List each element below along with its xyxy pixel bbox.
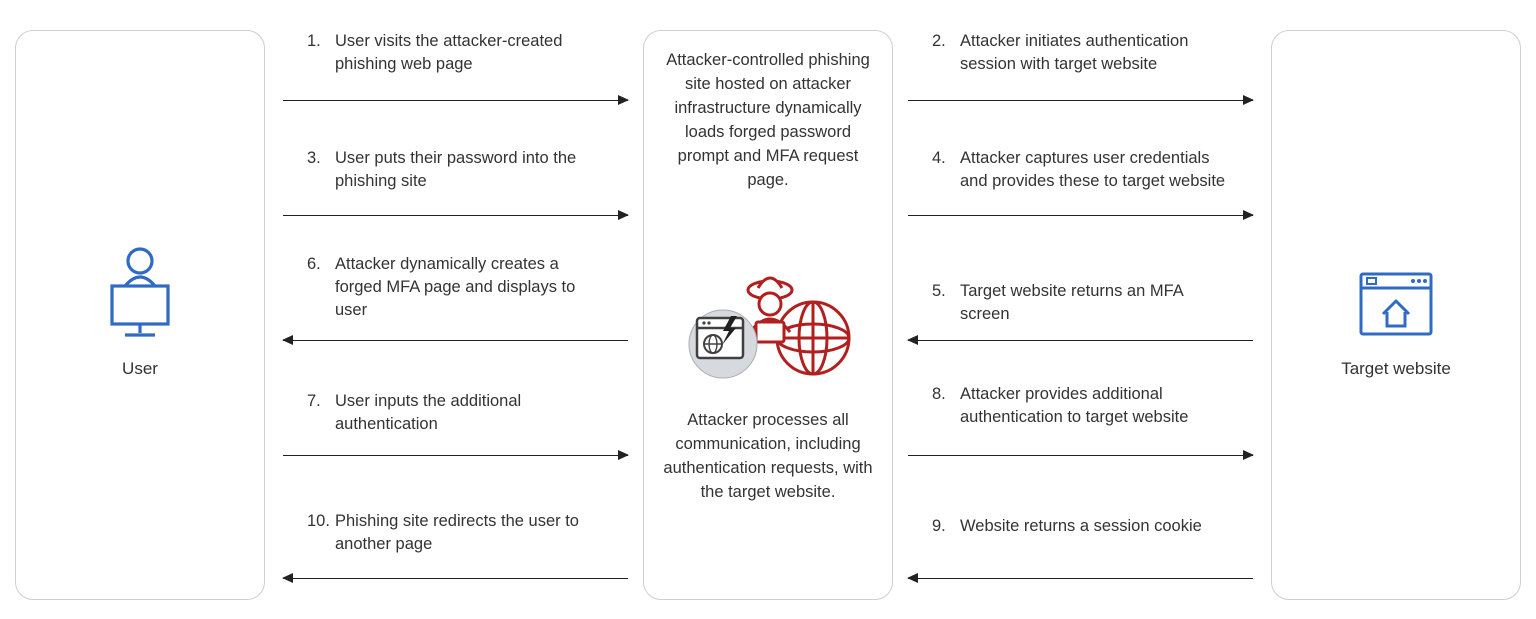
left-step-6: 6.Attacker dynamically creates a forged … <box>307 253 605 322</box>
step-text: User puts their password into the phishi… <box>335 147 595 193</box>
step-text: Website returns a session cookie <box>960 515 1210 538</box>
left-arrow-10 <box>283 578 628 579</box>
target-label: Target website <box>1272 359 1520 379</box>
step-number: 3. <box>307 147 335 170</box>
left-arrow-7 <box>283 455 628 456</box>
right-step-5: 5.Target website returns an MFA screen <box>932 280 1210 326</box>
target-panel: Target website <box>1271 30 1521 600</box>
target-icon <box>1272 266 1520 351</box>
user-panel: User <box>15 30 265 600</box>
step-text: Attacker provides additional authenticat… <box>960 383 1220 429</box>
step-text: Target website returns an MFA screen <box>960 280 1210 326</box>
step-number: 8. <box>932 383 960 406</box>
step-number: 7. <box>307 390 335 413</box>
right-step-4: 4.Attacker captures user credentials and… <box>932 147 1230 193</box>
step-number: 5. <box>932 280 960 303</box>
left-step-3: 3.User puts their password into the phis… <box>307 147 595 193</box>
left-arrow-3 <box>283 215 628 216</box>
right-arrow-8 <box>908 455 1253 456</box>
step-text: User inputs the additional authenticatio… <box>335 390 585 436</box>
center-bottom-text: Attacker processes all communication, in… <box>644 409 892 505</box>
left-step-7: 7.User inputs the additional authenticat… <box>307 390 585 436</box>
right-step-8: 8.Attacker provides additional authentic… <box>932 383 1220 429</box>
left-arrow-1 <box>283 100 628 101</box>
left-arrow-6 <box>283 340 628 341</box>
right-step-2: 2.Attacker initiates authentication sess… <box>932 30 1220 76</box>
right-arrow-9 <box>908 578 1253 579</box>
right-arrow-5 <box>908 340 1253 341</box>
right-arrow-4 <box>908 215 1253 216</box>
left-step-10: 10.Phishing site redirects the user to a… <box>307 510 585 556</box>
center-top-text: Attacker-controlled phishing site hosted… <box>644 49 892 193</box>
user-label: User <box>16 359 264 379</box>
step-number: 9. <box>932 515 960 538</box>
step-text: Attacker dynamically creates a forged MF… <box>335 253 605 322</box>
step-text: Phishing site redirects the user to anot… <box>335 510 585 556</box>
step-number: 10. <box>307 510 335 533</box>
attacker-icon-group <box>644 266 892 391</box>
step-text: User visits the attacker-created phishin… <box>335 30 595 76</box>
left-step-1: 1.User visits the attacker-created phish… <box>307 30 595 76</box>
user-icon <box>16 241 264 346</box>
step-number: 6. <box>307 253 335 276</box>
right-step-9: 9.Website returns a session cookie <box>932 515 1210 538</box>
step-number: 2. <box>932 30 960 53</box>
step-number: 4. <box>932 147 960 170</box>
step-text: Attacker captures user credentials and p… <box>960 147 1230 193</box>
step-text: Attacker initiates authentication sessio… <box>960 30 1220 76</box>
attacker-panel: Attacker-controlled phishing site hosted… <box>643 30 893 600</box>
right-arrow-2 <box>908 100 1253 101</box>
step-number: 1. <box>307 30 335 53</box>
